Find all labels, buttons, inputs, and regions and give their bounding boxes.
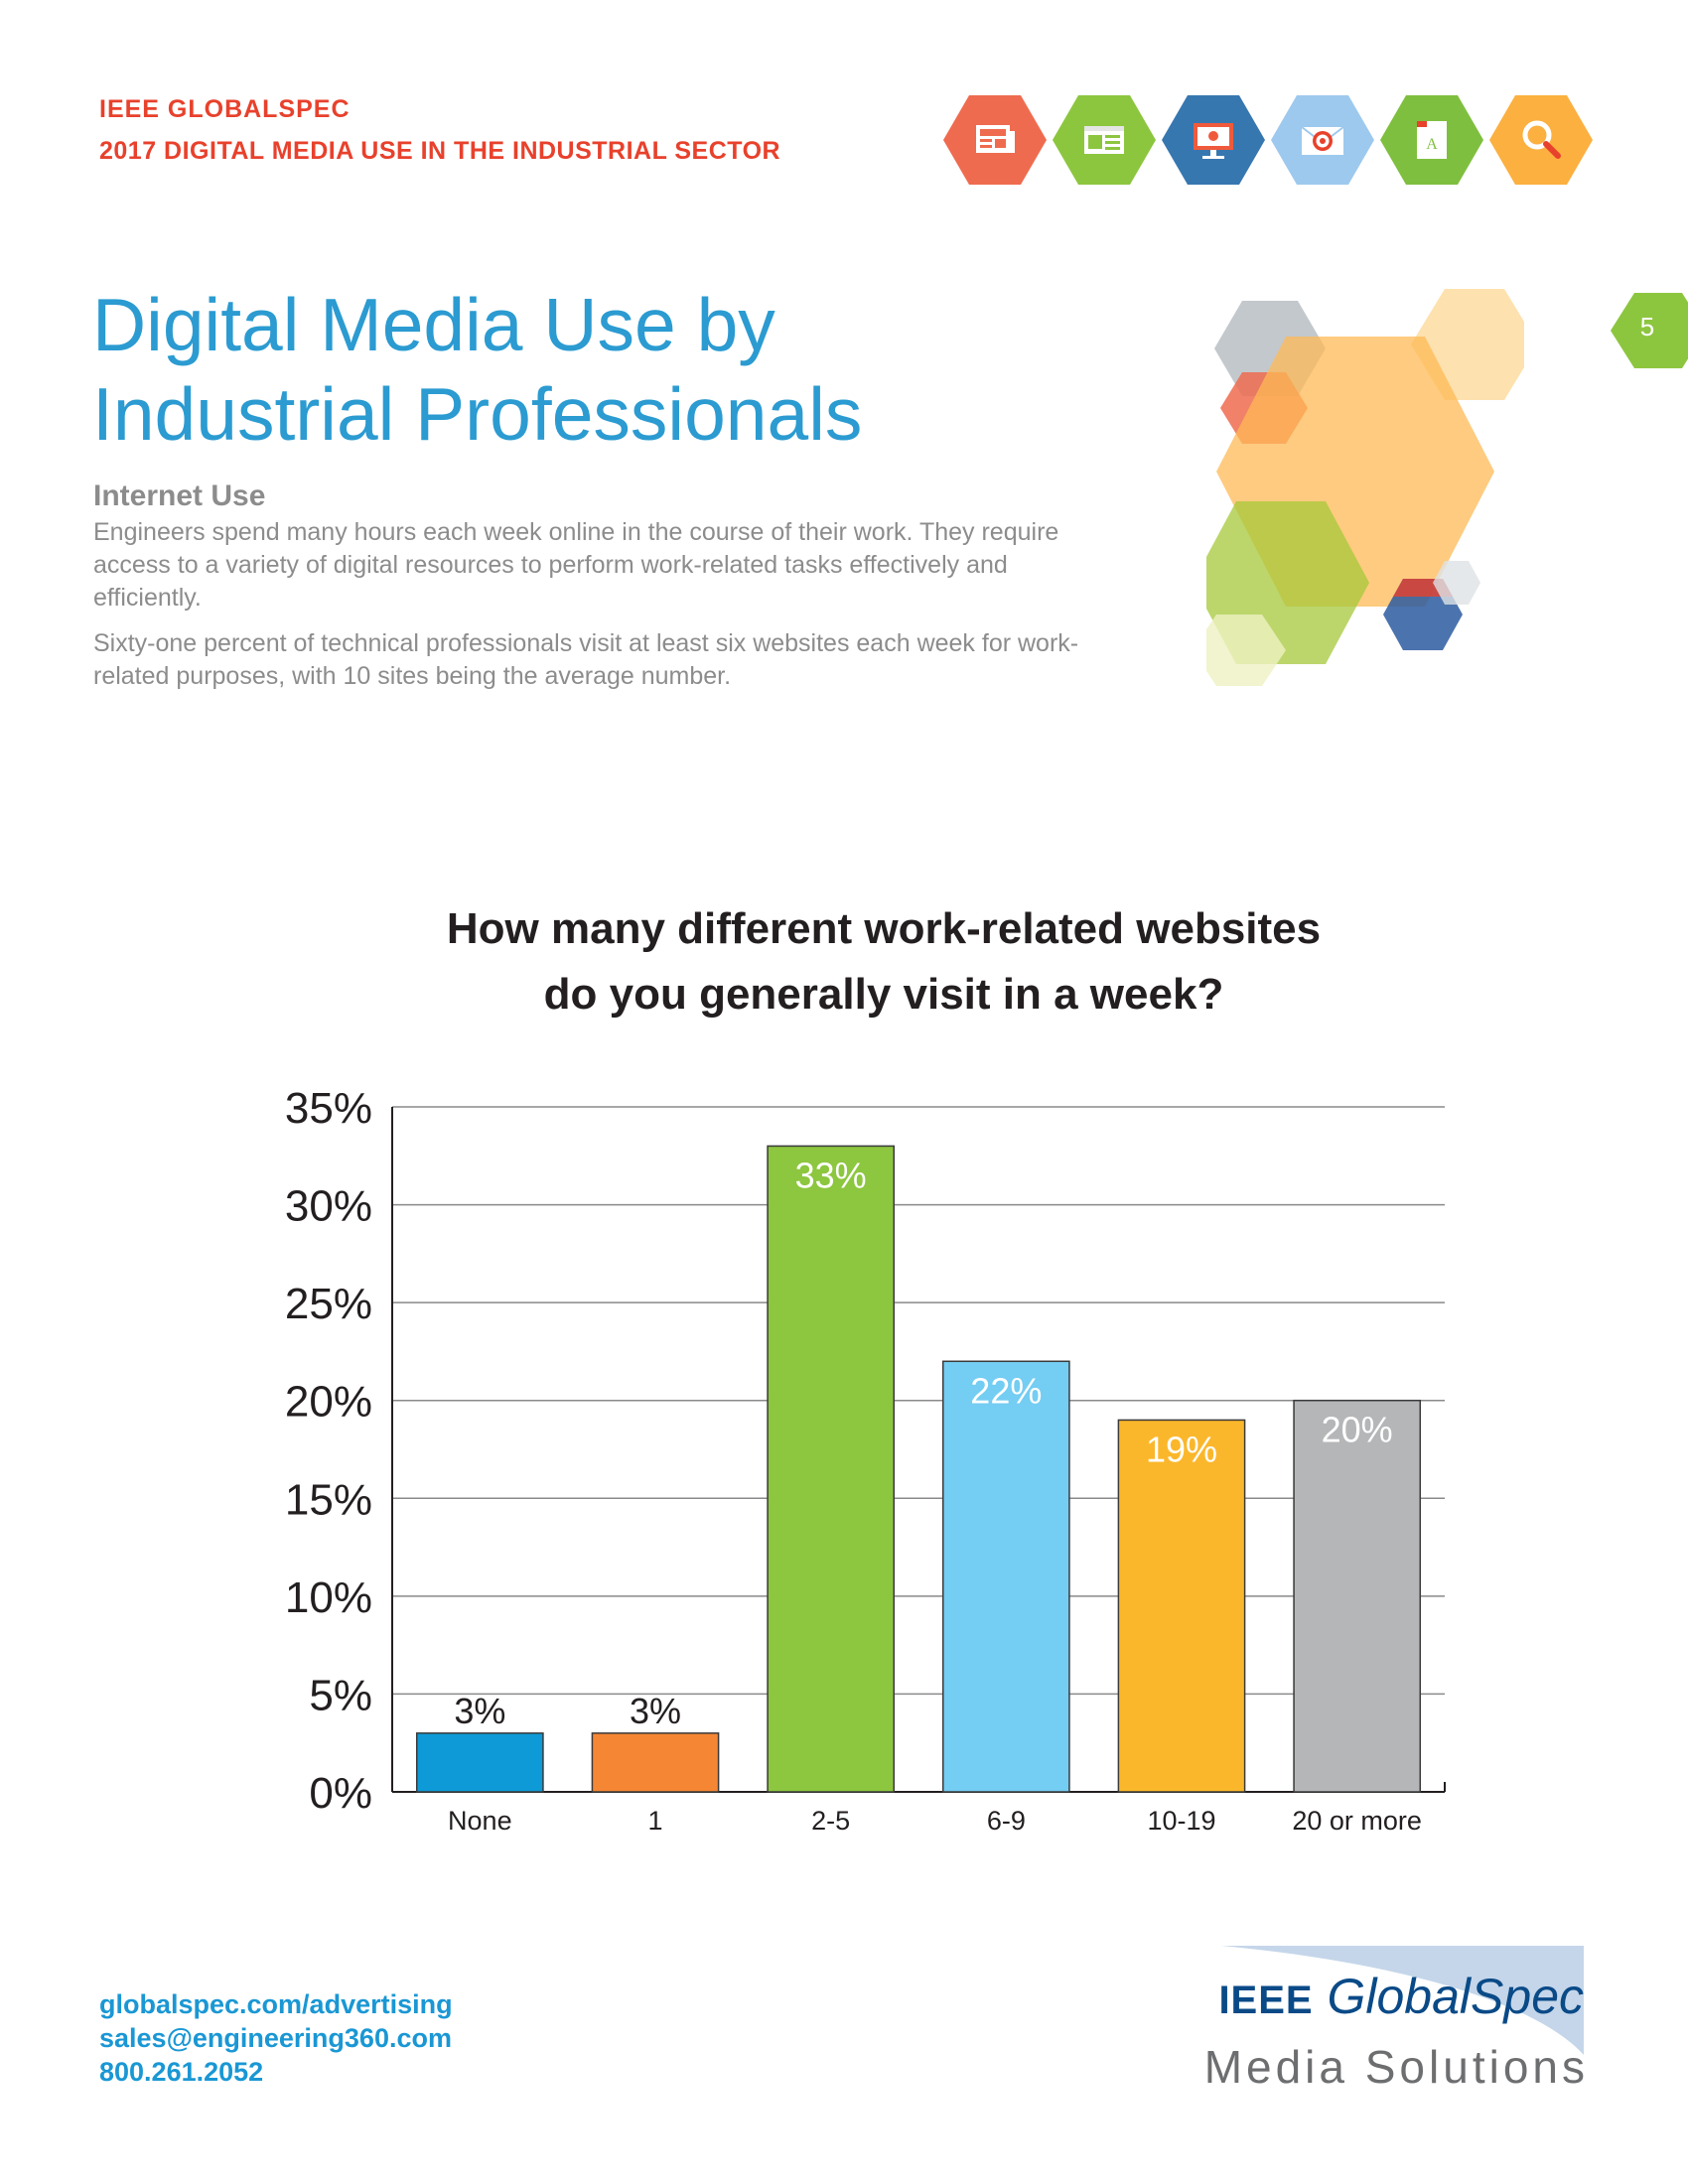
bar bbox=[767, 1145, 896, 1793]
header-icon-row: A bbox=[943, 95, 1599, 187]
ieee-globalspec-logo: IEEE GlobalSpec Media Solutions bbox=[1162, 1946, 1589, 2105]
logo-wordmark: IEEE GlobalSpec bbox=[1218, 1968, 1584, 2025]
y-tick-label: 35% bbox=[285, 1084, 372, 1133]
y-tick-label: 5% bbox=[309, 1671, 372, 1719]
bar-value-label: 33% bbox=[795, 1155, 867, 1195]
intro-paragraph-2: Sixty-one percent of technical professio… bbox=[93, 629, 1079, 690]
y-tick-label: 0% bbox=[309, 1769, 372, 1818]
footer-contact: globalspec.com/advertising sales@enginee… bbox=[99, 1987, 453, 2089]
x-tick-label: 2-5 bbox=[811, 1806, 850, 1836]
bar-value-label: 19% bbox=[1146, 1429, 1217, 1469]
page-number: 5 bbox=[1639, 312, 1655, 341]
bar bbox=[415, 1732, 544, 1793]
logo-media-solutions: Media Solutions bbox=[1203, 2041, 1589, 2093]
y-tick-label: 25% bbox=[285, 1280, 372, 1328]
header-brand: IEEE GLOBALSPEC bbox=[99, 95, 351, 123]
bar-value-label: 3% bbox=[454, 1691, 505, 1731]
y-tick-label: 10% bbox=[285, 1573, 372, 1622]
x-tick-label: 10-19 bbox=[1147, 1806, 1215, 1836]
x-tick-label: 6-9 bbox=[987, 1806, 1026, 1836]
x-tick-label: 1 bbox=[647, 1806, 662, 1836]
email-target-icon bbox=[1271, 95, 1374, 185]
page-title: Digital Media Use by Industrial Professi… bbox=[92, 280, 862, 459]
y-tick-label: 20% bbox=[285, 1378, 372, 1427]
computer-monitor-icon bbox=[1162, 95, 1265, 185]
y-tick-label: 15% bbox=[285, 1475, 372, 1524]
newspaper-icon bbox=[943, 95, 1047, 185]
chart-title-line-1: How many different work-related websites bbox=[446, 904, 1322, 953]
bar-value-label: 3% bbox=[630, 1691, 681, 1731]
bar bbox=[941, 1360, 1070, 1793]
x-tick-label: 20 or more bbox=[1292, 1806, 1422, 1836]
chart-title: How many different work-related websites… bbox=[338, 896, 1430, 1027]
web-page-icon bbox=[1053, 95, 1156, 185]
header-report-title: 2017 DIGITAL MEDIA USE IN THE INDUSTRIAL… bbox=[99, 137, 781, 165]
page-title-line-1: Digital Media Use by bbox=[92, 283, 775, 366]
bar bbox=[1293, 1399, 1422, 1793]
svg-text:A: A bbox=[1426, 136, 1438, 153]
bar bbox=[1117, 1419, 1246, 1793]
logo-ieee: IEEE bbox=[1218, 1979, 1314, 2022]
bar-chart: 0% 5% 10% 15% 20% 25% 30% 35% 3% None 3% 1 33% 2-5 22%… bbox=[285, 1084, 1446, 1836]
decorative-hexagon-cluster bbox=[1206, 289, 1524, 686]
intro-paragraph-1: Engineers spend many hours each week onl… bbox=[93, 518, 1059, 612]
page-title-line-2: Industrial Professionals bbox=[92, 372, 863, 456]
ebook-icon: A bbox=[1380, 95, 1483, 185]
footer-email-link[interactable]: sales@engineering360.com bbox=[99, 2023, 452, 2053]
logo-swoosh bbox=[1221, 1946, 1584, 2055]
footer-phone: 800.261.2052 bbox=[99, 2057, 264, 2087]
section-heading: Internet Use bbox=[93, 479, 266, 512]
bar bbox=[591, 1732, 720, 1793]
y-tick-label: 30% bbox=[285, 1182, 372, 1231]
bar-value-label: 22% bbox=[970, 1370, 1042, 1411]
chart-title-line-2: do you generally visit in a week? bbox=[543, 970, 1224, 1019]
footer-website-link[interactable]: globalspec.com/advertising bbox=[99, 1989, 453, 2019]
logo-globalspec: GlobalSpec bbox=[1327, 1969, 1585, 2024]
x-tick-label: None bbox=[448, 1806, 512, 1836]
search-icon bbox=[1489, 95, 1593, 185]
bar-value-label: 20% bbox=[1322, 1410, 1393, 1450]
